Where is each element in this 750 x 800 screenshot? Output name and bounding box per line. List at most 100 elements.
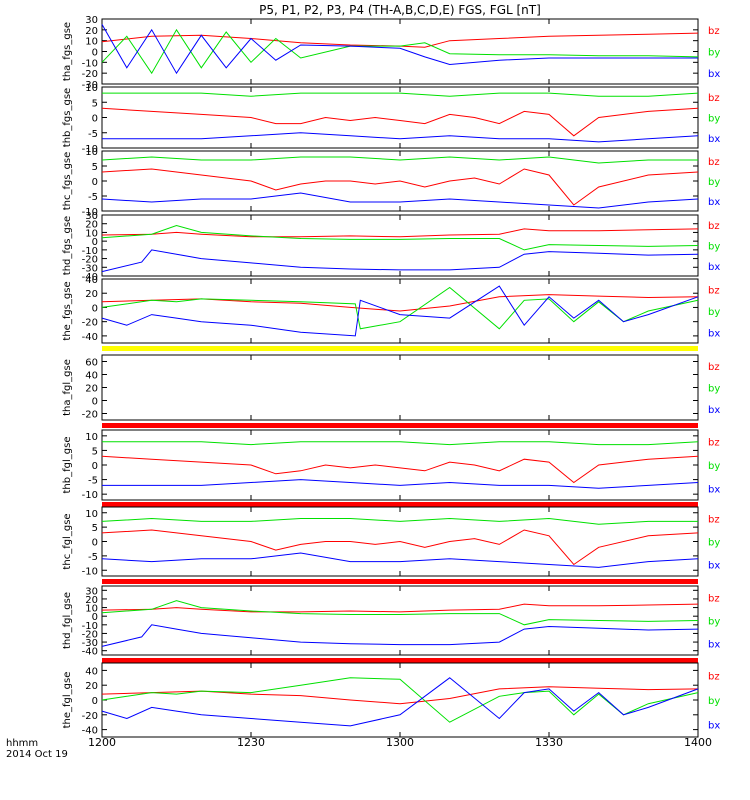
y-tick-label: 20	[85, 681, 98, 692]
y-tick-label: 40	[85, 275, 98, 286]
panel-the_fgl_gse: the_fgl_gse 40 20 0 -20 -40 bz by bx	[62, 658, 720, 738]
y-tick-label: 10	[85, 147, 98, 158]
y-tick-label: 20	[85, 384, 98, 395]
y-tick-label: -20	[82, 255, 98, 266]
y-tick-label: -40	[82, 272, 98, 283]
y-tick-label: -10	[82, 144, 98, 155]
legend-bx: bx	[708, 134, 720, 145]
y-tick-label: 10	[85, 604, 98, 615]
legend-bx: bx	[708, 484, 720, 495]
gap-bar	[102, 658, 698, 663]
series-bz	[101, 529, 699, 566]
legend-bx: bx	[708, 69, 720, 80]
legend-bx: bx	[708, 405, 720, 416]
legend-by: by	[708, 696, 720, 707]
time-axis-label: hhmm	[6, 738, 38, 749]
y-tick-label: -40	[82, 647, 98, 658]
y-tick-label: -30	[82, 638, 98, 649]
series-bz	[101, 228, 699, 238]
y-axis-label: thc_fgs_gse	[62, 152, 73, 211]
legend-by: by	[708, 48, 720, 59]
y-tick-label: -5	[88, 129, 98, 140]
time-axis: 1200 1230 1300 1330 1400	[88, 736, 712, 749]
panel-thb_fgs_gse: thb_fgs_gse 10 5 0 -5 -10 bz by bx	[62, 83, 720, 155]
y-tick-label: 0	[92, 114, 98, 125]
legend-bz: bz	[708, 362, 720, 373]
y-tick-label: 20	[85, 289, 98, 300]
panel-thb_fgl_gse: thb_fgl_gse 10 5 0 -5 -10 bz by bx	[62, 423, 720, 501]
legend-bz: bz	[708, 515, 720, 526]
y-tick-label: 30	[85, 211, 98, 222]
series-bx	[101, 624, 699, 647]
series-by	[102, 92, 699, 97]
y-tick-label: 0	[92, 397, 98, 408]
y-tick-label: 10	[85, 37, 98, 48]
y-tick-label: 0	[92, 696, 98, 707]
y-axis-label: the_fgl_gse	[62, 672, 73, 729]
y-axis-label: the_fgs_gse	[62, 281, 73, 340]
y-tick-label: 0	[92, 461, 98, 472]
series-bx	[101, 552, 699, 568]
y-tick-label: -10	[82, 490, 98, 501]
y-tick-label: -20	[82, 711, 98, 722]
panel-frame	[101, 429, 699, 501]
y-tick-label: -20	[82, 318, 98, 329]
legend-bx: bx	[708, 640, 720, 651]
y-tick-label: -10	[82, 246, 98, 257]
series-bz	[101, 603, 699, 613]
legend-bx: bx	[708, 721, 720, 732]
series-bz	[101, 32, 699, 48]
y-tick-label: 0	[92, 237, 98, 248]
y-tick-label: 0	[92, 538, 98, 549]
y-tick-label: -20	[82, 629, 98, 640]
legend-bz: bz	[708, 671, 720, 682]
panel-thc_fgs_gse: thc_fgs_gse 10 5 0 -5 -10 bz by bx	[62, 147, 720, 218]
panel-the_fgs_gse: the_fgs_gse 40 20 0 -20 -40 bz by bx	[62, 275, 720, 344]
y-tick-label: -10	[82, 58, 98, 69]
legend-bx: bx	[708, 262, 720, 273]
chart-title: P5, P1, P2, P3, P4 (TH-A,B,C,D,E) FGS, F…	[259, 3, 541, 17]
gap-bar	[102, 423, 698, 428]
series-bx	[101, 249, 699, 273]
series-by	[101, 156, 698, 164]
y-tick-label: -30	[82, 263, 98, 274]
y-tick-label: -5	[88, 192, 98, 203]
legend-bx: bx	[708, 561, 720, 572]
series-by	[102, 441, 699, 446]
y-tick-label: 10	[85, 228, 98, 239]
legend-bz: bz	[708, 26, 720, 37]
series-by	[101, 600, 699, 626]
legend-bz: bz	[708, 594, 720, 605]
series-bz	[101, 107, 699, 137]
legend-by: by	[708, 617, 720, 628]
panel-frame	[101, 18, 699, 85]
y-tick-label: -20	[82, 69, 98, 80]
x-tick-label: 1200	[88, 736, 116, 749]
y-tick-label: 5	[92, 162, 98, 173]
y-axis-label: thd_fgs_gse	[62, 216, 73, 275]
legend-by: by	[708, 538, 720, 549]
y-tick-label: 0	[92, 612, 98, 623]
y-tick-label: -10	[82, 207, 98, 218]
x-tick-label: 1230	[237, 736, 265, 749]
legend-bz: bz	[708, 93, 720, 104]
series-by	[101, 28, 699, 75]
gap-bar	[102, 346, 698, 351]
y-tick-label: -5	[88, 552, 98, 563]
series-by	[101, 286, 699, 330]
y-axis-label: thb_fgl_gse	[62, 437, 73, 494]
series-bz	[101, 168, 699, 206]
y-tick-label: 20	[85, 26, 98, 37]
series-bx	[102, 132, 699, 143]
x-tick-label: 1330	[535, 736, 563, 749]
y-tick-label: 5	[92, 98, 98, 109]
y-tick-label: 0	[92, 177, 98, 188]
y-tick-label: -10	[82, 566, 98, 577]
panel-frame	[101, 354, 699, 421]
panel-thc_fgl_gse: thc_fgl_gse 10 5 0 -5 -10 bz by bx	[62, 502, 720, 577]
y-axis-label: tha_fgs_gse	[62, 22, 73, 81]
y-tick-label: 5	[92, 523, 98, 534]
y-tick-label: 40	[85, 666, 98, 677]
